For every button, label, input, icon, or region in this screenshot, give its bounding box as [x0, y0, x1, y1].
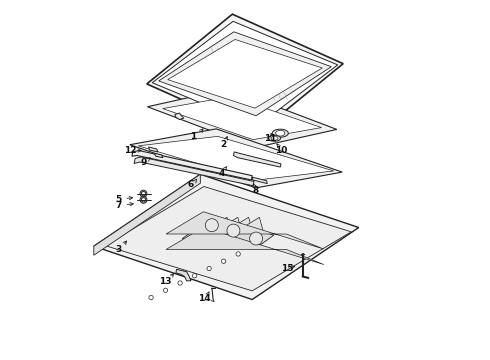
- Polygon shape: [166, 212, 324, 249]
- Circle shape: [163, 288, 168, 292]
- Polygon shape: [175, 113, 184, 120]
- Polygon shape: [152, 21, 338, 126]
- Circle shape: [141, 198, 146, 202]
- Polygon shape: [166, 227, 324, 265]
- Circle shape: [207, 266, 211, 271]
- Polygon shape: [269, 135, 281, 141]
- Polygon shape: [276, 130, 285, 136]
- Text: 2: 2: [220, 140, 226, 149]
- Polygon shape: [168, 40, 322, 108]
- Polygon shape: [134, 157, 254, 186]
- Polygon shape: [159, 32, 331, 116]
- Polygon shape: [252, 177, 268, 184]
- Circle shape: [178, 281, 182, 285]
- Polygon shape: [94, 174, 200, 255]
- Circle shape: [141, 192, 146, 196]
- Text: 13: 13: [159, 277, 171, 286]
- Text: 1: 1: [190, 132, 196, 141]
- Circle shape: [193, 274, 197, 278]
- Text: 14: 14: [198, 294, 211, 302]
- Circle shape: [236, 252, 240, 256]
- Polygon shape: [138, 136, 334, 180]
- Polygon shape: [222, 217, 252, 247]
- Circle shape: [149, 295, 153, 300]
- Text: 9: 9: [140, 158, 147, 167]
- Polygon shape: [272, 129, 288, 137]
- Polygon shape: [190, 217, 220, 247]
- Text: 8: 8: [253, 186, 259, 195]
- Polygon shape: [148, 147, 158, 152]
- Text: 7: 7: [115, 202, 122, 210]
- Text: 6: 6: [187, 180, 194, 189]
- Polygon shape: [182, 227, 227, 247]
- Polygon shape: [132, 150, 252, 180]
- Polygon shape: [211, 217, 242, 247]
- Polygon shape: [229, 227, 274, 247]
- Polygon shape: [271, 136, 278, 140]
- Polygon shape: [200, 217, 231, 247]
- Polygon shape: [94, 174, 359, 300]
- Circle shape: [140, 190, 147, 197]
- Polygon shape: [154, 153, 163, 158]
- Polygon shape: [176, 269, 191, 281]
- Polygon shape: [233, 152, 281, 167]
- Text: 12: 12: [124, 146, 137, 155]
- Polygon shape: [105, 186, 351, 291]
- Circle shape: [221, 259, 226, 264]
- Circle shape: [140, 196, 147, 203]
- Polygon shape: [163, 96, 321, 140]
- Polygon shape: [233, 217, 263, 247]
- Circle shape: [249, 232, 263, 245]
- Polygon shape: [147, 89, 337, 148]
- Circle shape: [227, 224, 240, 237]
- Text: 5: 5: [115, 195, 122, 204]
- Text: 15: 15: [281, 264, 294, 273]
- Circle shape: [205, 219, 218, 232]
- Polygon shape: [130, 129, 342, 188]
- Text: 10: 10: [275, 146, 287, 155]
- Text: 3: 3: [115, 245, 122, 253]
- Text: 11: 11: [264, 134, 276, 143]
- Text: 4: 4: [219, 169, 225, 178]
- Polygon shape: [147, 14, 343, 134]
